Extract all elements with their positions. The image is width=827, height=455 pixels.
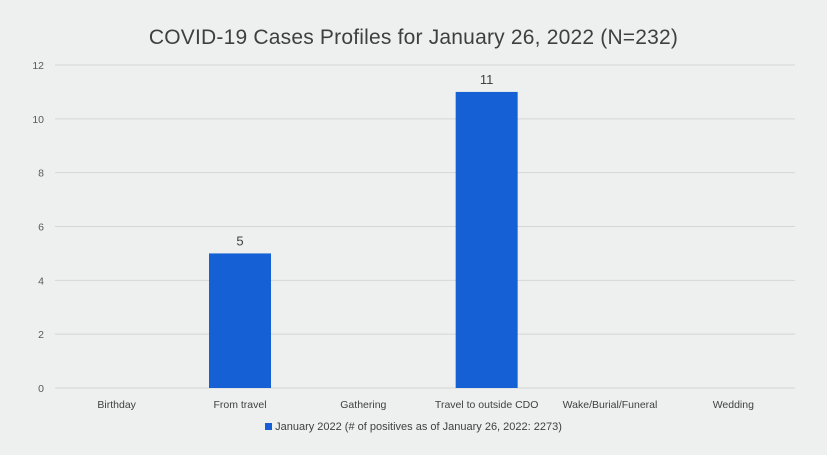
- bar-1: [209, 253, 271, 388]
- y-tick-label: 12: [32, 60, 44, 72]
- y-tick-label: 8: [38, 168, 44, 180]
- y-tick-label: 0: [38, 383, 44, 395]
- data-label-3: 11: [480, 72, 494, 87]
- y-tick-label: 4: [38, 275, 44, 287]
- bar-3: [455, 91, 518, 389]
- chart-title: COVID-19 Cases Profiles for January 26, …: [148, 26, 679, 49]
- category-label-5: Wedding: [713, 399, 754, 411]
- data-label-1: 5: [236, 233, 243, 248]
- category-label-4: Wake/Burial/Funeral: [563, 399, 658, 411]
- category-label-0: Birthday: [97, 399, 136, 411]
- legend-swatch: [265, 423, 273, 430]
- category-label-1: From travel: [213, 399, 266, 411]
- y-tick-label: 6: [38, 222, 44, 234]
- chart-legend: January 2022 (# of positives as of Janua…: [0, 421, 827, 433]
- y-tick-label: 2: [38, 329, 44, 341]
- category-label-3: Travel to outside CDO: [435, 399, 538, 411]
- y-tick-label: 10: [32, 114, 44, 126]
- legend-label: January 2022 (# of positives as of Janua…: [275, 421, 562, 433]
- category-label-2: Gathering: [340, 399, 386, 411]
